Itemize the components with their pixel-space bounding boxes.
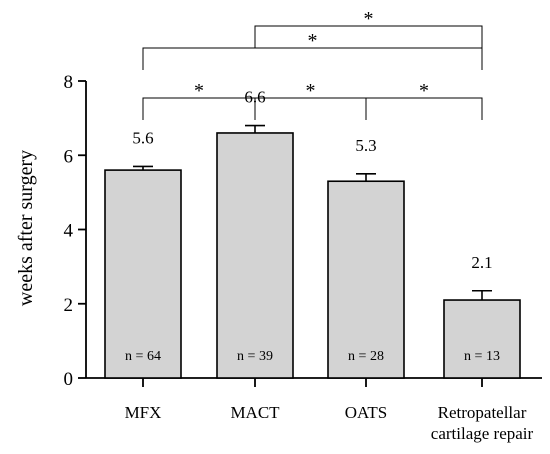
- value-label: 5.6: [132, 128, 153, 147]
- significance-bracket: [142, 47, 483, 70]
- labels: 5.6 n = 64 MFX 6.6 n = 39 MACT 5.3 n = 28 OATS 2.…: [125, 88, 534, 443]
- y-axis-label: weeks after surgery: [15, 150, 37, 306]
- y-tick-label: 2: [64, 295, 74, 316]
- significance-star: *: [364, 8, 374, 30]
- y-tick-label: 4: [64, 221, 74, 242]
- x-tick-label: MACT: [230, 403, 280, 422]
- significance-bracket: [365, 97, 483, 120]
- bars: [104, 124, 521, 379]
- value-label: 6.6: [244, 88, 265, 107]
- value-label: 2.1: [471, 253, 492, 272]
- y-tick-label: 8: [64, 72, 74, 93]
- significance-star: *: [306, 80, 316, 102]
- significance-star: *: [308, 30, 318, 52]
- y-tick-label: 0: [64, 369, 74, 390]
- significance-star: *: [419, 80, 429, 102]
- significance-star: *: [194, 80, 204, 102]
- x-tick-label: OATS: [345, 403, 388, 422]
- x-tick-label: cartilage repair: [431, 424, 534, 443]
- x-tick-label: Retropatellar: [438, 403, 527, 422]
- significance-bracket: [254, 25, 483, 48]
- value-label: 5.3: [355, 136, 376, 155]
- bar: [104, 169, 182, 379]
- sample-size-label: n = 39: [237, 349, 273, 364]
- bar: [443, 299, 521, 379]
- sample-size-label: n = 13: [464, 349, 500, 364]
- x-tick-label: MFX: [125, 403, 162, 422]
- sample-size-label: n = 64: [125, 349, 161, 364]
- y-tick-label: 6: [64, 146, 74, 167]
- significance-brackets: * * * * *: [142, 8, 483, 120]
- bar: [327, 180, 405, 379]
- sample-size-label: n = 28: [348, 349, 384, 364]
- bar: [216, 132, 294, 379]
